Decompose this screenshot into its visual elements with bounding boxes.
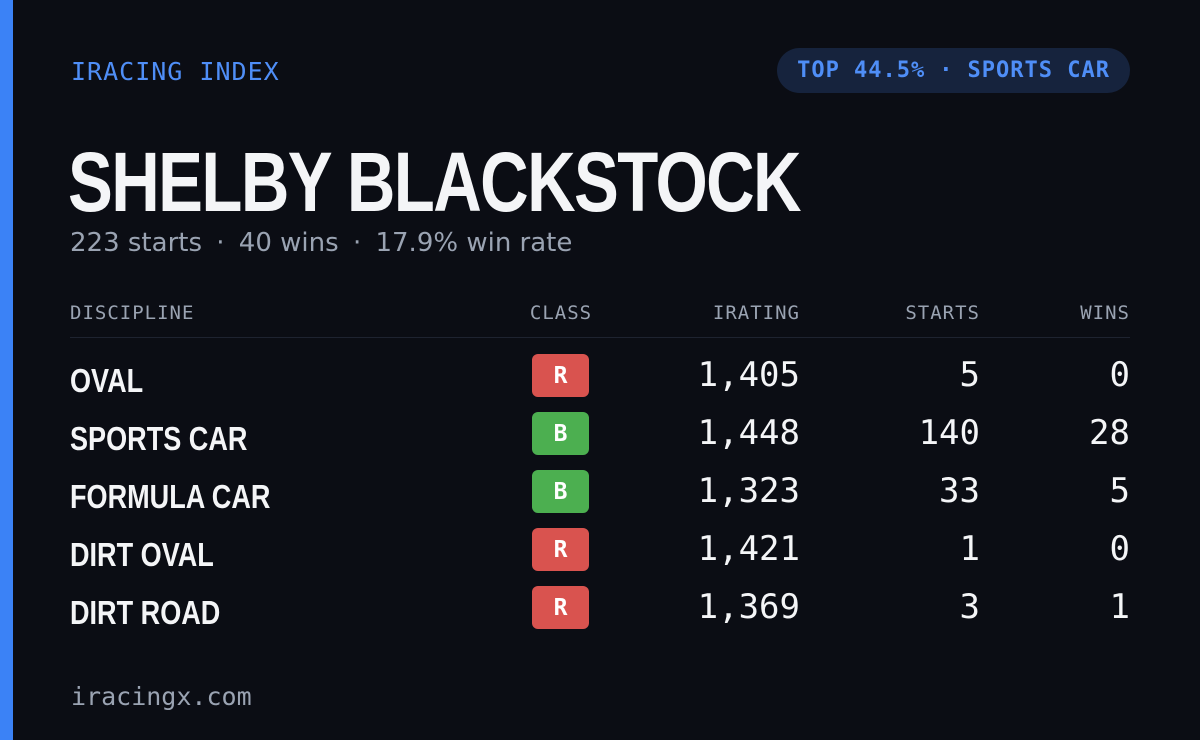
starts-value: 1 (959, 529, 980, 569)
discipline-table: DISCIPLINE CLASS IRATING STARTS WINS OVA… (70, 298, 1130, 642)
discipline-name: OVAL (70, 362, 144, 399)
discipline-name: DIRT OVAL (70, 536, 214, 573)
summary-win-rate: 17.9% win rate (375, 228, 573, 258)
discipline-name: DIRT ROAD (70, 594, 221, 631)
table-row: FORMULA CAR B 1,323 33 5 (70, 468, 1130, 526)
table-body: OVAL R 1,405 5 0 SPORTS CAR B 1,448 140 … (70, 352, 1130, 642)
table-row: DIRT ROAD R 1,369 3 1 (70, 584, 1130, 642)
license-class-badge: R (532, 528, 589, 571)
wins-value: 0 (1109, 355, 1130, 395)
irating-value: 1,369 (697, 587, 800, 627)
irating-value: 1,448 (697, 413, 800, 453)
starts-value: 33 (939, 471, 980, 511)
header-discipline: DISCIPLINE (70, 302, 195, 324)
table-row: DIRT OVAL R 1,421 1 0 (70, 526, 1130, 584)
wins-value: 28 (1089, 413, 1130, 453)
irating-value: 1,323 (697, 471, 800, 511)
driver-summary: 223 starts · 40 wins · 17.9% win rate (70, 228, 572, 258)
license-class-badge: B (532, 470, 589, 513)
accent-bar (0, 0, 13, 740)
wins-value: 5 (1109, 471, 1130, 511)
starts-value: 3 (959, 587, 980, 627)
rank-badge: TOP 44.5% · SPORTS CAR (777, 48, 1130, 93)
table-row: SPORTS CAR B 1,448 140 28 (70, 410, 1130, 468)
header-wins: WINS (1080, 302, 1130, 324)
wins-value: 1 (1109, 587, 1130, 627)
summary-separator: · (352, 228, 362, 258)
wins-value: 0 (1109, 529, 1130, 569)
table-row: OVAL R 1,405 5 0 (70, 352, 1130, 410)
rank-percentile: TOP 44.5% (797, 58, 926, 83)
site-url[interactable]: iracingx.com (71, 682, 252, 711)
table-header: DISCIPLINE CLASS IRATING STARTS WINS (70, 298, 1130, 338)
irating-value: 1,405 (697, 355, 800, 395)
summary-wins: 40 wins (238, 228, 339, 258)
irating-value: 1,421 (697, 529, 800, 569)
license-class-badge: B (532, 412, 589, 455)
header-irating: IRATING (712, 302, 800, 324)
rank-discipline: SPORTS CAR (967, 58, 1110, 83)
discipline-name: SPORTS CAR (70, 420, 248, 457)
discipline-name: FORMULA CAR (70, 478, 271, 515)
license-class-badge: R (532, 354, 589, 397)
license-class-badge: R (532, 586, 589, 629)
rank-separator: · (939, 58, 954, 83)
summary-starts: 223 starts (70, 228, 202, 258)
driver-name: SHELBY BLACKSTOCK (68, 135, 802, 229)
header-class: CLASS (529, 302, 593, 324)
starts-value: 5 (959, 355, 980, 395)
brand-label: IRACING INDEX (71, 57, 280, 86)
summary-separator: · (216, 228, 225, 258)
header-starts: STARTS (905, 302, 980, 324)
starts-value: 140 (918, 413, 980, 453)
